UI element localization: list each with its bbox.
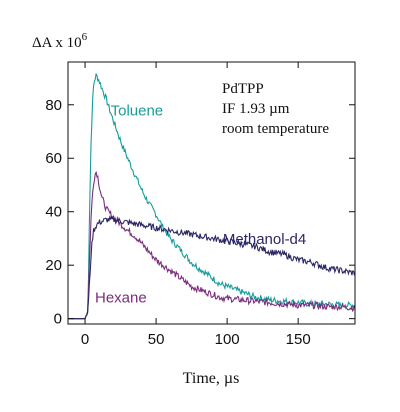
y-tick-label-1: 20 <box>45 257 62 274</box>
annotation-line-1: PdTPP <box>222 81 264 97</box>
y-tick-label-3: 60 <box>45 150 62 167</box>
series-line-toluene <box>68 72 355 320</box>
series-line-methanol-d4 <box>68 215 355 320</box>
annotation-line-3: room temperature <box>222 121 329 137</box>
y-tick-label-4: 80 <box>45 97 62 114</box>
y-axis-label: ΔA x 106 <box>32 31 88 51</box>
x-tick-label-2: 100 <box>215 331 240 348</box>
y-tick-label-2: 40 <box>45 204 62 221</box>
x-tick-label-0: 0 <box>81 331 89 348</box>
series-label-hexane: Hexane <box>95 290 147 307</box>
series-label-methanol-d4: Methanol-d4 <box>223 231 306 248</box>
plot-frame <box>67 61 356 325</box>
series-label-toluene: Toluene <box>111 102 164 119</box>
x-tick-label-3: 150 <box>286 331 311 348</box>
annotation-line-2: IF 1.93 µm <box>222 101 290 117</box>
x-axis-label: Time, µs <box>183 370 240 387</box>
y-tick-label-0: 0 <box>54 311 62 328</box>
x-tick-label-1: 50 <box>148 331 165 348</box>
